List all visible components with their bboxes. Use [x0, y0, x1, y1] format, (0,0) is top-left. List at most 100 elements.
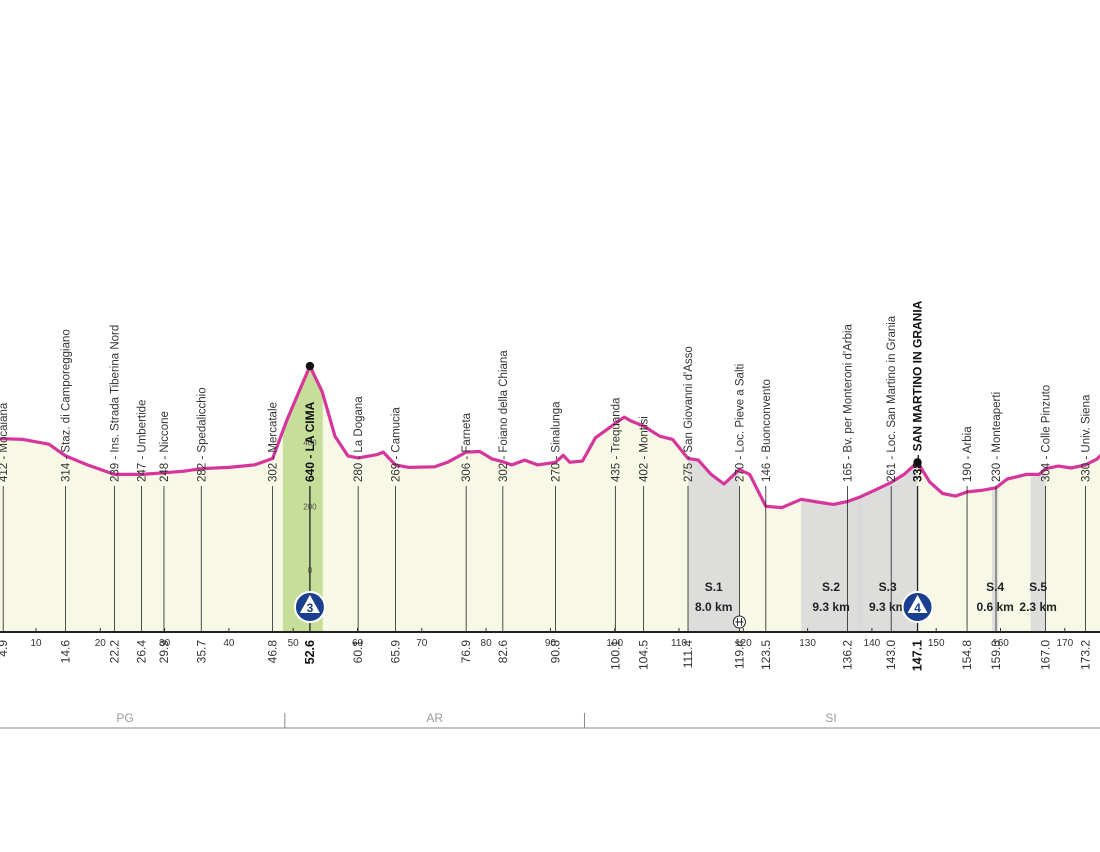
elevation-tick-label: 400: [303, 439, 317, 448]
sector-band-4: [992, 475, 999, 632]
location-label: 247 - Umbertide: [137, 400, 149, 482]
sector-band-5: [1030, 456, 1046, 632]
sprint-icon-grid: [735, 618, 744, 626]
km-tick-label: 110: [671, 638, 687, 649]
sector-length: 2.3 km: [1019, 600, 1056, 614]
location-label: 269 - Camucia: [390, 407, 402, 482]
location-km: 35.7: [194, 640, 208, 664]
km-tick-label: 80: [481, 638, 493, 649]
location-label: 275 - San Giovanni d'Asso: [683, 346, 695, 482]
location-label: 304 - Colle Pinzuto: [1041, 385, 1053, 482]
km-tick-label: 90: [545, 638, 557, 649]
location-label: 248 - Niccone: [159, 411, 171, 482]
profile-line-layer: [0, 364, 1100, 510]
km-tick-label: 70: [416, 638, 428, 649]
province-label: AR: [426, 711, 443, 725]
location-label: 146 - Buonconvento: [761, 379, 773, 482]
km-tick-label: 20: [95, 638, 107, 649]
location-km: 136.2: [841, 640, 855, 670]
badge-mountain-icon: [299, 595, 320, 613]
province-label: PG: [116, 711, 133, 725]
location-label: 412 - Mocaiana: [0, 402, 10, 482]
location-km: 82.6: [496, 640, 510, 664]
location-km: 154.8: [960, 640, 974, 670]
location-label: 282 - Spedalicchio: [196, 387, 208, 482]
km-tick-label: 150: [928, 638, 945, 649]
location-label: 306 - Farneta: [461, 412, 473, 482]
sector-length: 0.6 km: [976, 600, 1013, 614]
location-label: 270 - Sinalunga: [551, 401, 563, 482]
sector-name: S.3: [879, 580, 897, 594]
location-km: 147.1: [911, 640, 925, 671]
location-labels: 412 - Mocaiana 4.9 314 - Staz. di Campo­re…: [0, 300, 1092, 671]
km-tick-label: 100: [606, 638, 623, 649]
km-axis: 10 20 30 40 50 60 70 80 90 100 110 120 130 140 150 160 1…: [0, 439, 1100, 649]
summit-dot: [913, 458, 922, 467]
location-km: 26.4: [135, 640, 149, 664]
km-tick-label: 160: [992, 638, 1009, 649]
location-label: 402 - Montisi: [639, 416, 651, 482]
sector-length: 9.3 km: [812, 600, 849, 614]
badge-category: 4: [914, 601, 921, 615]
profile-area-layer: [0, 366, 1100, 632]
location-km: 173.2: [1078, 640, 1092, 670]
profile-line: [0, 364, 1100, 510]
badge-mountain-icon: [907, 595, 928, 613]
climb-category-badge: 4: [901, 591, 934, 623]
summit-dot: [305, 361, 315, 371]
location-label: 435 - Trequanda: [610, 397, 622, 482]
location-label: 640 - LA CIMA: [303, 401, 317, 482]
sector-name: S.2: [822, 580, 840, 594]
climb-category-badge: 3: [293, 591, 326, 623]
location-label: 338 - SAN MARTINO IN GRANIA: [911, 300, 925, 482]
sector-name: S.1: [705, 580, 723, 594]
sector-band-2: [801, 484, 861, 632]
location-label: 190 - Arbia: [962, 426, 974, 482]
location-label: 270 - Loc. Pieve a Salti: [734, 364, 746, 482]
location-km: 167.0: [1039, 640, 1053, 670]
climb-highlight: [282, 366, 323, 632]
location-km: 111.4: [681, 640, 695, 669]
location-label: 314 - Staz. di Campo­reggiano: [61, 329, 73, 482]
location-km: 119.4: [732, 640, 746, 669]
location-km: 60.1: [351, 640, 365, 664]
location-label: 239 - Ins. Strada Tiberina Nord: [109, 325, 121, 482]
location-km: 46.8: [266, 640, 280, 664]
location-km: 159.3: [989, 640, 1003, 670]
location-label: 261 - Loc. San Martino in Grania: [886, 315, 898, 482]
sector-name: S.4: [986, 580, 1004, 594]
km-tick-label: 130: [799, 638, 816, 649]
sector-length: 8.0 km: [695, 600, 732, 614]
sector-length: 9.3 km: [869, 600, 906, 614]
location-label: 230 - Monteaperti: [991, 392, 1003, 482]
location-km: 123.5: [759, 640, 773, 670]
km-tick-label: 140: [864, 638, 881, 649]
km-tick-label: 60: [352, 638, 364, 649]
location-km: 22.2: [107, 640, 121, 664]
sector-name: S.5: [1029, 580, 1047, 594]
km-tick-label: 120: [735, 638, 752, 649]
location-km: 4.9: [0, 640, 10, 657]
km-tick-label: 170: [1056, 638, 1073, 649]
location-label: 302 - Foiano della Chiana: [498, 350, 510, 482]
location-label: 330 - Univ. Siena: [1080, 394, 1092, 482]
location-km: 65.9: [388, 640, 402, 664]
province-band: PG AR SI: [0, 711, 1100, 729]
km-tick-label: 40: [223, 638, 235, 649]
location-label: 302 - Mercatale: [268, 402, 280, 482]
km-tick-label: 30: [159, 638, 171, 649]
km-tick-label: 10: [30, 638, 42, 649]
badge-category: 3: [307, 601, 314, 615]
location-km: 104.5: [637, 640, 651, 670]
location-km: 14.6: [59, 640, 73, 664]
location-km: 90.8: [549, 640, 563, 664]
location-km: 76.9: [459, 640, 473, 664]
location-km: 100.1: [608, 640, 622, 670]
location-km: 143.0: [884, 640, 898, 670]
province-label: SI: [825, 711, 836, 725]
location-km: 29.9: [157, 640, 171, 664]
location-km: 52.6: [303, 640, 317, 664]
km-tick-label: 50: [288, 638, 300, 649]
